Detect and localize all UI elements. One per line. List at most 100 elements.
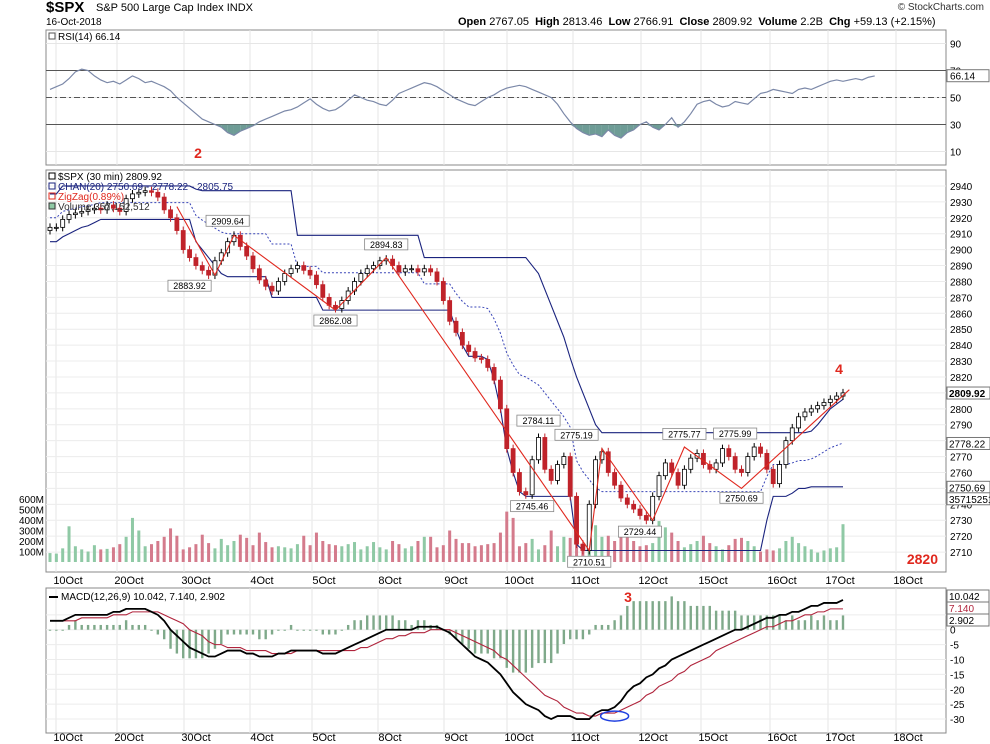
- price-x-tick-label: 20Oct: [114, 575, 143, 587]
- macd-histogram-bar: [99, 624, 102, 630]
- macd-histogram-bar: [55, 629, 58, 631]
- volume-bar: [714, 546, 718, 562]
- price-candle: [301, 265, 307, 271]
- brand-watermark: © StockCharts.com: [897, 2, 984, 13]
- macd-tick-label: -30: [950, 715, 965, 726]
- macd-histogram-bar: [524, 629, 527, 673]
- price-candle: [466, 344, 472, 352]
- price-legend-entry: Volume 357,152,512: [58, 202, 150, 213]
- price-candle: [675, 472, 681, 486]
- volume-bar: [111, 547, 115, 562]
- macd-histogram-bar: [169, 629, 172, 649]
- price-x-tick-label: 5Oct: [312, 575, 335, 587]
- volume-value: 2.2B: [800, 16, 823, 28]
- zigzag-label: 2775.19: [560, 430, 593, 440]
- macd-histogram-bar: [251, 629, 255, 635]
- high-label: High: [535, 16, 560, 28]
- channel-mid-line: [50, 202, 844, 493]
- price-candle: [669, 462, 675, 473]
- macd-histogram-bar: [321, 629, 324, 635]
- zigzag-label-box: [713, 427, 758, 440]
- price-candle: [206, 269, 212, 276]
- volume-bar: [156, 541, 160, 562]
- price-candle: [637, 508, 643, 516]
- volume-label: Volume: [758, 16, 798, 28]
- macd-histogram-bar: [327, 629, 331, 635]
- volume-bar: [809, 549, 813, 562]
- price-candle: [390, 258, 395, 266]
- price-candle: [53, 226, 59, 229]
- macd-legend: MACD(12,26,9) 10.042, 7.140, 2.902: [61, 592, 225, 603]
- macd-histogram-bar: [480, 629, 483, 654]
- volume-bar: [245, 537, 249, 562]
- macd-histogram-bar: [93, 624, 96, 630]
- macd-histogram-bar: [708, 605, 711, 630]
- rsi-last-value: 66.14: [950, 72, 975, 83]
- macd-histogram-bar: [346, 624, 350, 630]
- channel-lower-value: 2750.69: [949, 483, 986, 494]
- macd-histogram-bar: [239, 629, 242, 635]
- volume-bar: [670, 532, 674, 562]
- zigzag-label-box: [510, 500, 555, 513]
- volume-bar: [384, 549, 388, 562]
- price-candle: [510, 448, 516, 473]
- macd-histogram-bar: [67, 624, 71, 630]
- volume-bar: [340, 546, 344, 562]
- macd-histogram-bar: [791, 615, 794, 630]
- volume-bar: [314, 532, 318, 562]
- macd-histogram-bar: [803, 620, 807, 630]
- volume-bar: [657, 521, 661, 562]
- macd-histogram-bar: [385, 615, 388, 630]
- price-x-tick-label: 16Oct: [767, 575, 796, 587]
- volume-bar: [625, 535, 629, 562]
- macd-x-tick-label: 10Oct: [53, 732, 82, 744]
- price-legend-entry: ZigZag(0.89%): [58, 192, 124, 203]
- macd-histogram-bar: [264, 629, 267, 640]
- volume-bar: [822, 550, 826, 562]
- volume-bar: [536, 549, 540, 562]
- zigzag-line: [176, 206, 850, 552]
- rsi-oversold-fill: [589, 124, 596, 136]
- channel-mid-value: 2778.22: [949, 439, 986, 450]
- volume-bar: [467, 543, 471, 562]
- price-legend-entry: $SPX (30 min) 2809.92: [58, 172, 162, 183]
- volume-value-box: [946, 492, 990, 506]
- volume-bar: [619, 534, 623, 562]
- macd-histogram-bar: [689, 605, 692, 630]
- price-candle: [187, 249, 192, 258]
- macd-histogram-bar: [499, 629, 502, 659]
- volume-bar: [517, 546, 521, 562]
- volume-bar: [238, 534, 242, 562]
- price-candle: [225, 241, 231, 254]
- price-legend-swatch: [48, 202, 56, 210]
- macd-histogram-bar: [772, 615, 775, 630]
- volume-bar: [346, 544, 350, 562]
- volume-bar: [327, 544, 331, 562]
- price-candle: [396, 265, 402, 273]
- price-candle: [149, 190, 154, 193]
- volume-bar: [448, 530, 452, 562]
- macd-histogram-bar: [213, 629, 217, 649]
- macd-histogram-bar: [220, 629, 223, 645]
- price-candle: [142, 190, 148, 193]
- macd-histogram-bar: [334, 629, 337, 635]
- macd-histogram-bar: [784, 620, 788, 630]
- exchange: INDX: [226, 2, 253, 14]
- volume-bar: [397, 544, 401, 562]
- price-candle: [491, 367, 497, 381]
- price-candle: [827, 398, 833, 403]
- volume-bar: [473, 546, 477, 562]
- volume-bar: [682, 547, 686, 562]
- volume-bar: [86, 551, 90, 562]
- price-candle: [548, 468, 554, 481]
- price-candle: [612, 472, 618, 486]
- volume-tick-label: 200M: [19, 537, 44, 548]
- macd-histogram-bar: [340, 629, 344, 631]
- price-tick-label: 2800: [950, 405, 973, 416]
- volume-bar: [600, 536, 604, 562]
- volume-bar: [118, 544, 122, 562]
- price-tick-label: 2770: [950, 453, 973, 464]
- volume-bar: [283, 547, 287, 562]
- price-candle: [111, 204, 116, 209]
- price-candle: [307, 269, 313, 276]
